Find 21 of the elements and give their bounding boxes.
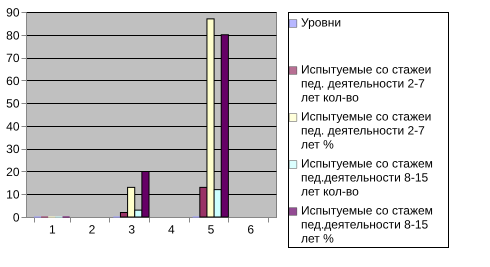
y-tick-label: 80 bbox=[6, 28, 20, 42]
legend-label: Испытуемые со стажеи пед. деятельности 2-7 лет % bbox=[301, 110, 432, 152]
y-tick-label: 50 bbox=[6, 96, 20, 111]
x-tick-label: 6 bbox=[247, 222, 254, 236]
y-tick-label: 20 bbox=[6, 164, 20, 179]
y-tick-label: 30 bbox=[6, 142, 20, 156]
x-tick-label: 5 bbox=[208, 222, 215, 236]
y-tick-label: 0 bbox=[12, 210, 20, 224]
y-tick-label: 70 bbox=[6, 51, 20, 66]
legend-label: Испытуемые со стажеи пед. деятельности 2-7 лет кол-во bbox=[301, 62, 432, 104]
y-tick-label: 60 bbox=[6, 74, 20, 88]
legend-label: Уровни bbox=[301, 16, 342, 30]
legend-label: Испытуемые со стажем пед.деятельности 8-15 лет кол-во bbox=[301, 156, 433, 198]
x-tick-label: 1 bbox=[48, 222, 56, 236]
y-tick-label: 90 bbox=[6, 6, 20, 20]
y-tick-label: 10 bbox=[6, 188, 20, 202]
x-tick-label: 4 bbox=[168, 222, 175, 236]
legend-label: Испытуемые со стажем пед.деятельности 8-15 лет % bbox=[301, 204, 433, 246]
x-tick-label: 3 bbox=[128, 222, 136, 236]
x-tick-label: 2 bbox=[88, 222, 96, 236]
y-tick-label: 40 bbox=[6, 119, 20, 134]
